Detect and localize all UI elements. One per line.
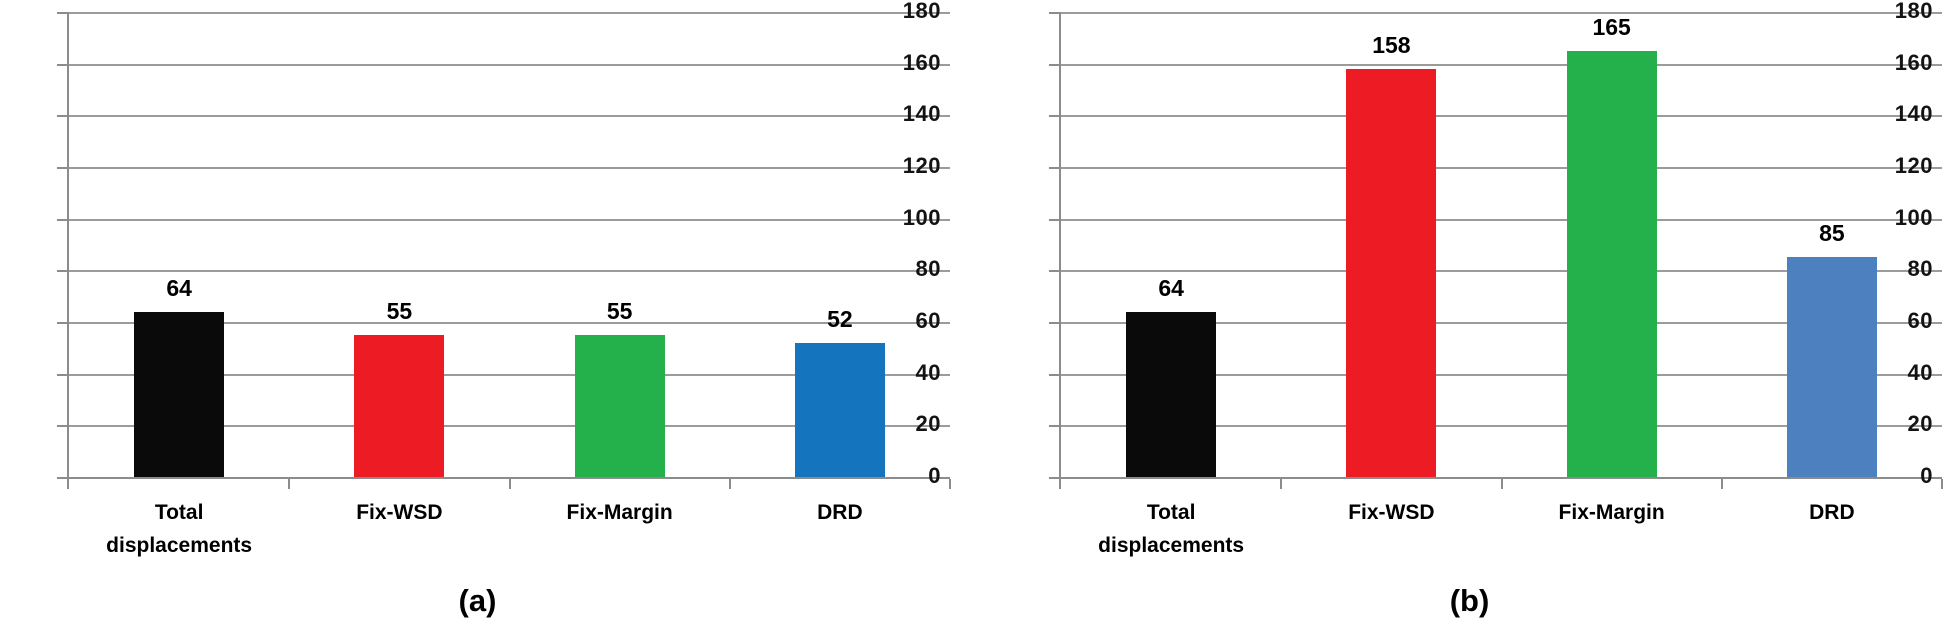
x-axis-tick (1500, 479, 1503, 489)
value-label: 158 (1372, 31, 1411, 58)
category-label: DRD (1809, 501, 1855, 524)
y-tick-label: 80 (915, 256, 941, 282)
category-label: Total displacements (1098, 501, 1245, 557)
y-tick-label: 100 (902, 204, 941, 230)
y-axis-tick (57, 270, 67, 273)
gridline-y-40 (1061, 373, 1942, 376)
chart-a: 64 55 55 52 180 160 140 120 100 80 60 40 20 0 Total di… (0, 0, 955, 635)
bar-total-displacements (1126, 311, 1217, 477)
y-tick-label: 180 (902, 0, 941, 23)
y-axis-tick (1049, 373, 1059, 376)
y-axis-tick (1049, 425, 1059, 428)
chart-caption: (a) (458, 583, 497, 618)
x-axis-tick (1280, 479, 1283, 489)
y-axis-tick (57, 322, 67, 324)
value-label: 64 (1158, 274, 1184, 301)
x-axis-tick (1941, 479, 1943, 489)
value-label: 165 (1592, 13, 1631, 40)
y-axis-stub (1059, 479, 1061, 489)
y-tick-label: 120 (1894, 152, 1933, 178)
gridline-y-180 (1061, 12, 1942, 14)
value-label: 55 (606, 297, 633, 324)
bar-drd (794, 342, 885, 477)
y-axis-tick (1049, 477, 1059, 479)
y-tick-label: 20 (915, 411, 941, 437)
gridline-y-60 (1061, 322, 1942, 324)
gridline-y-160 (69, 63, 950, 66)
chart-caption: (b) (1449, 583, 1490, 618)
value-label: 55 (386, 297, 413, 324)
y-axis-tick (57, 218, 67, 221)
y-tick-label: 0 (1920, 462, 1933, 488)
gridline-y-20 (69, 425, 950, 428)
gridline-y-180 (69, 12, 950, 14)
y-tick-label: 140 (902, 101, 941, 127)
y-tick-label: 140 (1894, 101, 1933, 127)
x-axis-tick (949, 479, 951, 489)
y-axis-tick (57, 63, 67, 66)
bar-fix-margin (574, 334, 665, 477)
gridline-y-160 (1061, 63, 1942, 66)
bar-fix-wsd (1346, 68, 1437, 477)
category-label: DRD (817, 501, 863, 524)
gridline-y-140 (69, 115, 950, 118)
plot-area: 64 158 165 85 (1049, 12, 1943, 489)
chart-b: 64 158 165 85 180 160 140 120 100 80 60 40 20 0 Total … (992, 0, 1947, 635)
y-axis-tick (57, 12, 67, 14)
value-label: 52 (827, 305, 853, 332)
gridline-y-120 (1061, 167, 1942, 169)
gridline-y-100 (1061, 218, 1942, 221)
y-tick-label: 160 (1894, 49, 1933, 75)
y-tick-label: 160 (902, 49, 941, 75)
gridline-y-40 (69, 373, 950, 376)
gridline-y-80 (1061, 270, 1942, 273)
y-axis-tick (57, 477, 67, 479)
y-tick-label: 0 (928, 462, 941, 488)
y-axis-tick (1049, 63, 1059, 66)
gridline-y-140 (1061, 115, 1942, 118)
x-axis-tick (1720, 479, 1723, 489)
y-axis-tick (1049, 12, 1059, 14)
y-tick-label: 100 (1894, 204, 1933, 230)
y-tick-label: 60 (1907, 307, 1933, 333)
y-axis-tick (57, 115, 67, 118)
category-label: Fix-WSD (1348, 501, 1435, 524)
bar-drd (1786, 257, 1877, 477)
gridline-y-120 (69, 167, 950, 169)
gridline-y-60 (69, 322, 950, 324)
x-axis-tick (508, 479, 511, 489)
bar-fix-wsd (354, 334, 445, 477)
category-label: Fix-Margin (566, 501, 673, 524)
y-axis-tick (57, 373, 67, 376)
y-tick-label: 40 (915, 359, 941, 385)
y-tick-label: 120 (902, 152, 941, 178)
y-axis-tick (57, 167, 67, 169)
x-axis-tick (728, 479, 731, 489)
value-label: 64 (166, 274, 192, 301)
gridline-y-20 (1061, 425, 1942, 428)
y-tick-label: 180 (1894, 0, 1933, 23)
plot-area: 64 55 55 52 (57, 12, 951, 489)
y-axis-tick (1049, 218, 1059, 221)
y-tick-label: 60 (915, 307, 941, 333)
y-tick-label: 80 (1907, 256, 1933, 282)
category-label: Total displacements (106, 501, 253, 557)
x-axis-tick (288, 479, 291, 489)
y-tick-label: 20 (1907, 411, 1933, 437)
y-axis-stub (67, 479, 69, 489)
y-axis-tick (1049, 322, 1059, 324)
gridline-y-80 (69, 270, 950, 273)
bar-fix-margin (1566, 50, 1657, 477)
y-axis-tick (57, 425, 67, 428)
y-tick-label: 40 (1907, 359, 1933, 385)
y-axis-tick (1049, 115, 1059, 118)
value-label: 85 (1819, 220, 1845, 247)
y-axis-tick (1049, 167, 1059, 169)
category-label: Fix-WSD (356, 501, 443, 524)
category-label: Fix-Margin (1558, 501, 1665, 524)
bar-total-displacements (134, 311, 225, 477)
y-axis-tick (1049, 270, 1059, 273)
gridline-y-100 (69, 218, 950, 221)
